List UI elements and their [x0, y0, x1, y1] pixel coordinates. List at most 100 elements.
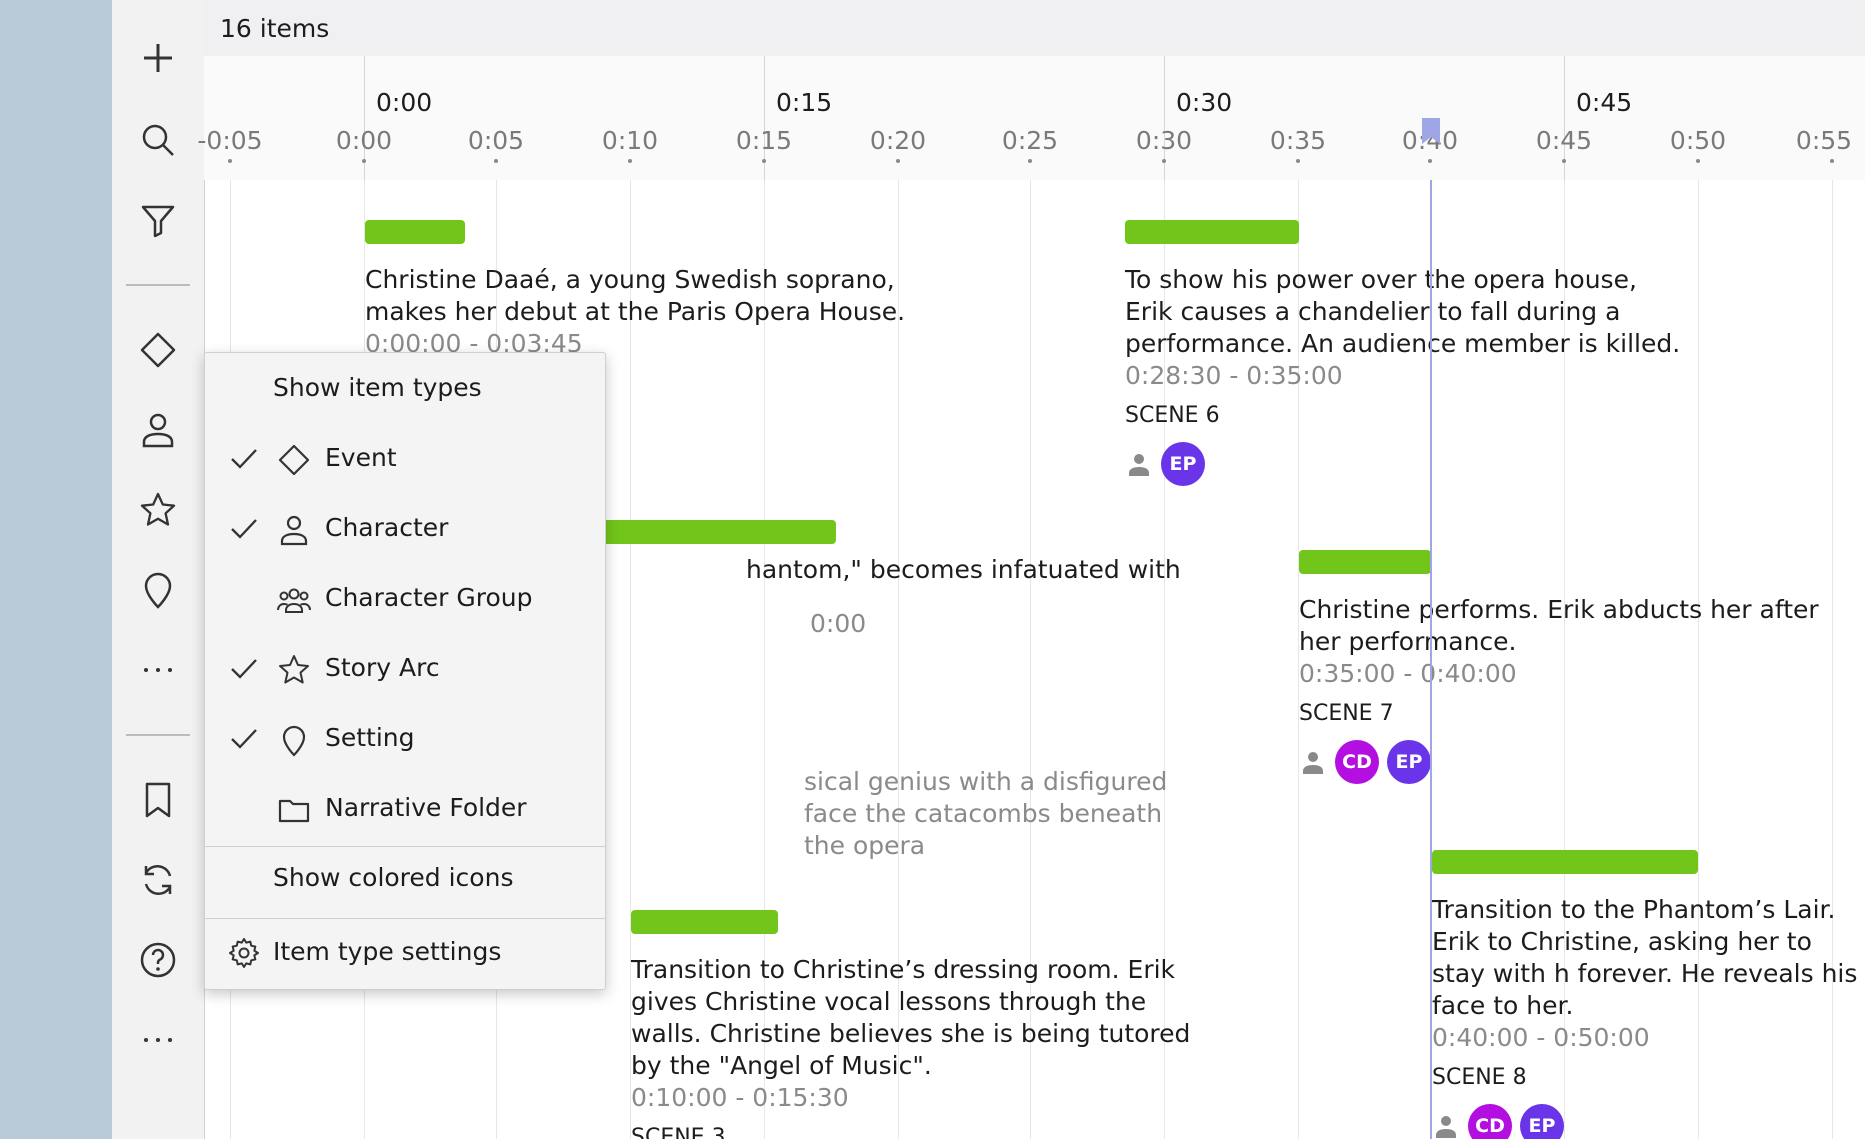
- story-arc-type-button[interactable]: [132, 484, 184, 536]
- item-duration-bar[interactable]: [1125, 220, 1299, 244]
- event-type-button[interactable]: [132, 324, 184, 376]
- tick-dot: [1562, 159, 1566, 163]
- plus-icon: [144, 44, 172, 72]
- person-icon: [1436, 1116, 1456, 1138]
- character-type-button[interactable]: [132, 404, 184, 456]
- item-duration-bar[interactable]: [584, 520, 836, 544]
- item-characters: CD EP: [1432, 1104, 1862, 1139]
- menu-item-label: Narrative Folder: [325, 793, 527, 822]
- tick-dot: [1428, 159, 1432, 163]
- grid-line: [1832, 180, 1833, 1139]
- item-count: 16 items: [220, 14, 330, 43]
- menu-item-setting[interactable]: Setting: [205, 711, 605, 767]
- checkmark-icon: [231, 519, 257, 539]
- location-pin-icon: [282, 725, 306, 757]
- item-description: sical genius with a disfigured face the …: [804, 767, 1168, 860]
- character-avatar[interactable]: EP: [1520, 1104, 1564, 1139]
- tick-dot: [1296, 159, 1300, 163]
- bookmark-button[interactable]: [132, 774, 184, 826]
- filter-button[interactable]: [132, 194, 184, 246]
- diamond-icon: [278, 444, 310, 476]
- menu-divider: [205, 918, 605, 919]
- tick-dot: [1830, 159, 1834, 163]
- setting-type-button[interactable]: [132, 564, 184, 616]
- timeline-item[interactable]: Christine Daaé, a young Swedish soprano,…: [365, 220, 925, 360]
- item-duration-bar[interactable]: [1432, 850, 1698, 874]
- menu-item-story-arc[interactable]: Story Arc: [205, 641, 605, 697]
- major-time-label: 0:30: [1176, 88, 1233, 117]
- minor-time-label: 0:30: [1135, 126, 1193, 155]
- item-time-range: 0:40:00 - 0:50:00: [1432, 1023, 1650, 1052]
- character-avatar[interactable]: CD: [1335, 740, 1379, 784]
- minor-time-label: 0:55: [1795, 126, 1853, 155]
- minor-time-label: 0:35: [1269, 126, 1327, 155]
- menu-item-label: Setting: [325, 723, 415, 752]
- people-group-icon: [277, 588, 311, 613]
- timeline-item[interactable]: Transition to Christine’s dressing room.…: [631, 910, 1211, 1139]
- show-colored-icons-toggle[interactable]: Show colored icons: [273, 863, 514, 892]
- minor-time-label: 0:05: [467, 126, 525, 155]
- more-icon: [144, 668, 172, 672]
- timeline-canvas[interactable]: Christine Daaé, a young Swedish soprano,…: [204, 180, 1865, 1139]
- major-tick: [1564, 56, 1565, 180]
- menu-item-event[interactable]: Event: [205, 431, 605, 487]
- timeline-header: 16 items: [204, 0, 1865, 57]
- item-time-range: 0:35:00 - 0:40:00: [1299, 659, 1517, 688]
- time-ruler[interactable]: 0:00 0:15 0:30 0:45 -0:05 0:00 0:05 0:10…: [197, 56, 1865, 180]
- major-tick: [1164, 56, 1165, 180]
- item-characters: EP: [1125, 442, 1685, 486]
- grid-line: [630, 180, 631, 1139]
- item-types-menu: Show item types Event Character Characte…: [204, 352, 606, 990]
- checkmark-icon: [231, 659, 257, 679]
- minor-time-label: 0:10: [601, 126, 659, 155]
- person-icon: [1129, 454, 1149, 476]
- item-description: Transition to Christine’s dressing room.…: [631, 955, 1191, 1080]
- grid-line: [1298, 180, 1299, 1139]
- vertical-toolbar: [112, 0, 205, 1139]
- more-options-button[interactable]: [132, 1014, 184, 1066]
- item-time-range: 0:28:30 - 0:35:00: [1125, 361, 1343, 390]
- timeline-item[interactable]: Christine performs. Erik abducts her aft…: [1299, 550, 1859, 784]
- menu-item-narrative-folder[interactable]: Narrative Folder: [205, 781, 605, 837]
- item-scene-label: SCENE 6: [1125, 403, 1220, 428]
- menu-item-character-group[interactable]: Character Group: [205, 571, 605, 627]
- bookmark-marker-icon[interactable]: [1420, 118, 1442, 144]
- person-icon: [280, 515, 308, 546]
- refresh-button[interactable]: [132, 854, 184, 906]
- major-tick: [764, 56, 765, 180]
- bookmark-icon: [145, 782, 171, 818]
- item-duration-bar[interactable]: [1299, 550, 1431, 574]
- grid-line: [1030, 180, 1031, 1139]
- add-button[interactable]: [132, 32, 184, 84]
- menu-item-character[interactable]: Character: [205, 501, 605, 557]
- item-description: hantom," becomes infatuated with: [746, 555, 1181, 584]
- menu-item-label: Story Arc: [325, 653, 440, 682]
- timeline-item[interactable]: Transition to the Phantom’s Lair. Erik t…: [1432, 850, 1862, 1139]
- minor-time-label: -0:05: [197, 126, 263, 155]
- major-time-label: 0:45: [1576, 88, 1633, 117]
- item-description: Christine Daaé, a young Swedish soprano,…: [365, 265, 906, 326]
- grid-line: [1564, 180, 1565, 1139]
- timeline-item[interactable]: sical genius with a disfigured face the …: [584, 766, 1224, 862]
- item-duration-bar[interactable]: [631, 910, 778, 934]
- minor-time-label: 0:20: [869, 126, 927, 155]
- toolbar-divider: [126, 734, 190, 736]
- item-type-settings-button[interactable]: Item type settings: [205, 925, 605, 981]
- character-avatar[interactable]: CD: [1468, 1104, 1512, 1139]
- help-icon: [140, 942, 176, 978]
- refresh-icon: [144, 864, 172, 896]
- item-description: To show his power over the opera house, …: [1125, 265, 1681, 358]
- timeline-item[interactable]: hantom," becomes infatuated with 0:00: [584, 520, 1224, 640]
- character-avatar[interactable]: EP: [1387, 740, 1431, 784]
- timeline-item[interactable]: To show his power over the opera house, …: [1125, 220, 1685, 486]
- item-duration-bar[interactable]: [365, 220, 465, 244]
- more-types-button[interactable]: [132, 644, 184, 696]
- help-button[interactable]: [132, 934, 184, 986]
- menu-divider: [205, 846, 605, 847]
- search-button[interactable]: [132, 114, 184, 166]
- character-avatar[interactable]: EP: [1161, 442, 1205, 486]
- menu-item-label: Character: [325, 513, 449, 542]
- tick-dot: [896, 159, 900, 163]
- playhead-line[interactable]: [1430, 180, 1432, 1139]
- item-time-range: 0:00: [810, 609, 867, 638]
